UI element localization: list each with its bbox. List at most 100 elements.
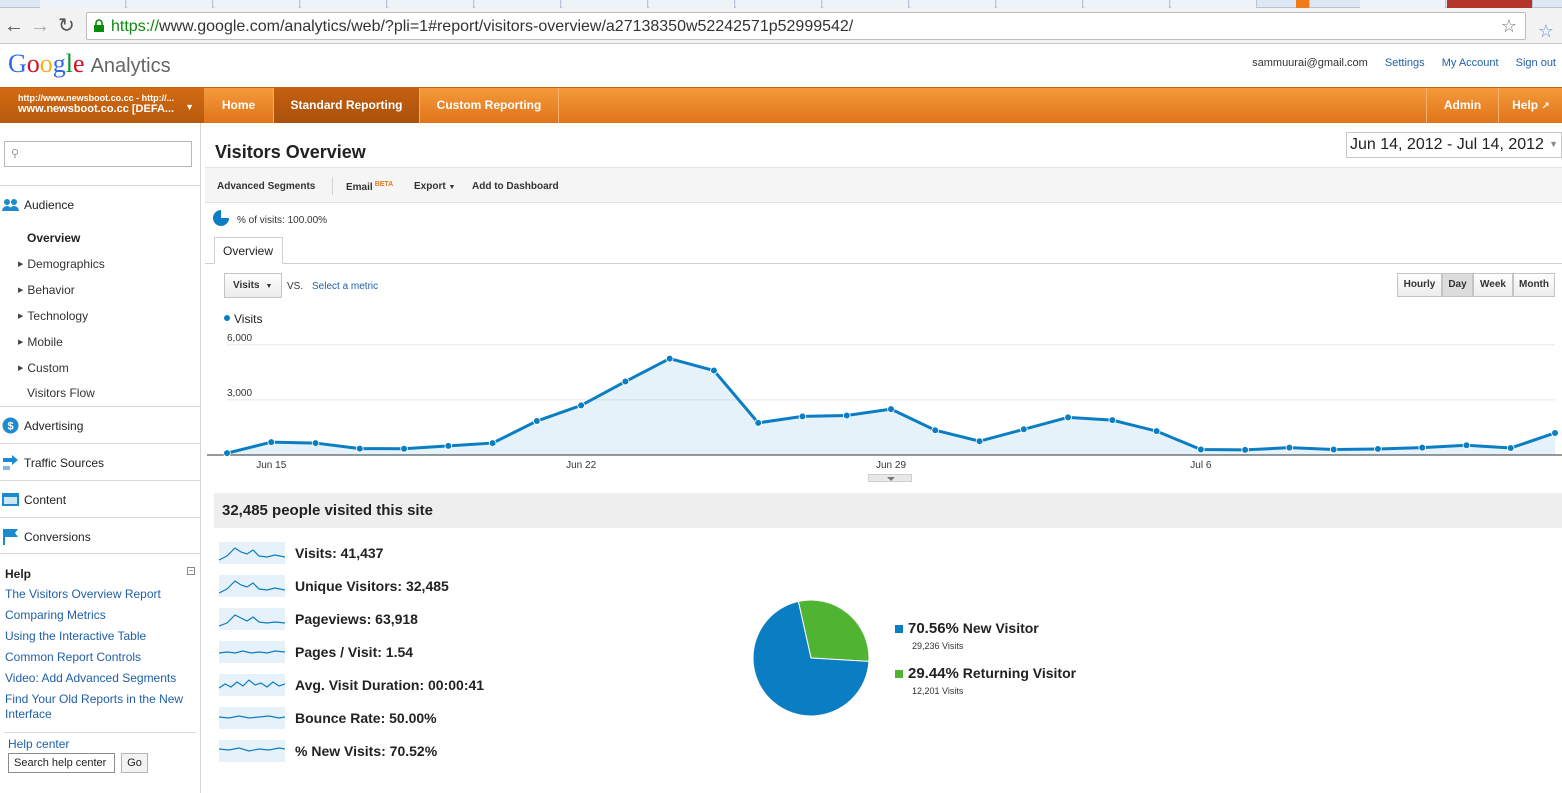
data-point [1418,443,1426,452]
legend-dot [224,315,230,321]
browser-tab[interactable] [1084,0,1170,8]
help-center-link[interactable]: Help center [8,737,70,751]
advanced-segments-button[interactable]: Advanced Segments [217,181,316,192]
help-link-old-reports[interactable]: Find Your Old Reports in the New Interfa… [5,692,184,721]
legend-swatch [895,625,903,633]
add-to-dashboard-button[interactable]: Add to Dashboard [472,181,559,192]
pie-new-count: 29,236 Visits [912,641,964,651]
bookmark-star-icon[interactable]: ☆ [1500,16,1517,36]
browser-tab[interactable] [388,0,474,8]
sidebar-item-mobile[interactable]: ▶ Mobile [18,335,63,349]
browser-tab[interactable] [127,0,213,8]
data-point [1019,425,1028,434]
granularity-week[interactable]: Week [1473,273,1513,297]
browser-tab[interactable] [649,0,735,8]
data-point [621,377,630,386]
sidebar-item-overview[interactable]: Overview [27,231,81,245]
x-tick-label: Jul 6 [1190,460,1212,471]
profile-name: www.newsboot.co.cc [DEFA... [18,103,175,115]
nav-admin[interactable]: Admin [1426,88,1499,123]
lock-icon [94,19,104,32]
browser-tab[interactable] [301,0,387,8]
pie-slice-returning-visitor[interactable] [797,599,870,662]
browser-tab[interactable] [736,0,822,8]
sidebar-item-demographics[interactable]: ▶ Demographics [18,257,105,271]
granularity-day[interactable]: Day [1442,273,1473,297]
sidebar-search-input[interactable]: ⚲ [4,141,192,167]
stat-duration-text: Avg. Visit Duration: 00:00:41 [295,677,485,693]
visitor-type-pie-chart[interactable] [751,598,871,718]
reload-icon[interactable]: ↻ [58,15,75,37]
data-point [311,439,320,447]
stat-pages-visit-text: Pages / Visit: 1.54 [295,644,414,660]
help-link-interactive-table[interactable]: Using the Interactive Table [5,629,147,643]
main-nav: http://www.newsboot.co.cc - http://... w… [0,87,1562,123]
sidebar-item-label: Behavior [27,283,75,297]
area-fill [227,358,1555,455]
sidebar-section-conversions[interactable]: Conversions [0,517,200,554]
legend-label: Visits [234,312,263,326]
stat-pages-per-visit: Pages / Visit: 1.54 [219,641,599,663]
address-bar[interactable]: https://www.google.com/analytics/web/?pl… [86,12,1526,40]
svg-text:$: $ [7,421,13,433]
export-button[interactable]: Export ▼ [414,181,455,192]
browser-tab[interactable] [997,0,1083,8]
sidebar-item-behavior[interactable]: ▶ Behavior [18,283,75,297]
collapse-icon[interactable]: − [187,566,195,575]
browser-window-controls[interactable] [1447,0,1533,8]
sidebar-section-content[interactable]: Content [0,480,200,517]
chart-resize-handle[interactable] [868,474,912,482]
sidebar-section-traffic-sources[interactable]: Traffic Sources [0,443,200,480]
page-title: Visitors Overview [215,142,366,162]
stat-bounce-text: Bounce Rate: 50.00% [295,710,437,726]
profile-selector[interactable]: http://www.newsboot.co.cc - http://... w… [0,88,204,123]
help-link-visitors-overview[interactable]: The Visitors Overview Report [5,587,161,601]
pie-new-percent: 70.56% [908,620,959,637]
sidebar-item-visitors-flow[interactable]: Visitors Flow [27,386,95,400]
browser-tab[interactable] [562,0,648,8]
help-link-report-controls[interactable]: Common Report Controls [5,650,142,664]
extension-star-icon[interactable]: ☆ [1537,21,1554,41]
nav-standard-reporting[interactable]: Standard Reporting [274,88,420,123]
sidebar-section-advertising[interactable]: $ Advertising [0,406,200,443]
forward-icon[interactable]: → [30,15,50,37]
granularity-hourly[interactable]: Hourly [1397,273,1442,297]
data-point [1197,445,1205,454]
browser-tab-active[interactable] [1296,0,1310,8]
metric-select[interactable]: Visits ▼ [224,273,282,298]
select-metric-link[interactable]: Select a metric [312,281,379,292]
browser-tab[interactable] [1171,0,1257,8]
google-analytics-logo[interactable]: Google Analytics [8,49,171,78]
browser-tab[interactable] [1360,0,1446,8]
visits-line-chart[interactable]: 3,000 6,000 Jun 15 Jun 22 Jun 29 Jul 6 [205,328,1562,488]
sidebar-item-technology[interactable]: ▶ Technology [18,309,88,323]
granularity-month[interactable]: Month [1513,273,1555,297]
audience-icon [2,199,19,211]
date-range-text: Jun 14, 2012 - Jul 14, 2012 [1350,136,1544,153]
browser-tab[interactable] [214,0,300,8]
browser-tab[interactable] [475,0,561,8]
nav-help[interactable]: Help ↗ [1500,88,1562,123]
browser-tab[interactable] [910,0,996,8]
browser-tab[interactable] [823,0,909,8]
help-center-go-button[interactable]: Go [121,753,148,773]
settings-link[interactable]: Settings [1384,57,1425,69]
nav-custom-reporting[interactable]: Custom Reporting [420,88,559,123]
email-button[interactable]: Email BETA [346,181,393,193]
date-range-picker[interactable]: Jun 14, 2012 - Jul 14, 2012 ▼ [1346,132,1562,158]
report-toolbar: Advanced Segments Email BETA Export ▼ Add… [205,167,1562,203]
sparkline-icon [219,740,285,762]
sidebar-item-custom[interactable]: ▶ Custom [18,361,69,375]
tab-overview[interactable]: Overview [214,237,283,264]
sidebar-section-audience[interactable]: Audience [0,185,200,222]
pie-slice-new-visitor[interactable] [752,600,870,717]
my-account-link[interactable]: My Account [1441,57,1499,69]
back-icon[interactable]: ← [4,15,24,37]
nav-home[interactable]: Home [204,88,274,123]
y-tick-label: 6,000 [227,333,252,344]
sign-out-link[interactable]: Sign out [1515,57,1556,69]
help-link-advanced-segments-video[interactable]: Video: Add Advanced Segments [5,671,177,685]
help-link-comparing-metrics[interactable]: Comparing Metrics [5,608,106,622]
help-center-search-input[interactable]: Search help center [8,753,115,773]
browser-tab[interactable] [40,0,126,8]
